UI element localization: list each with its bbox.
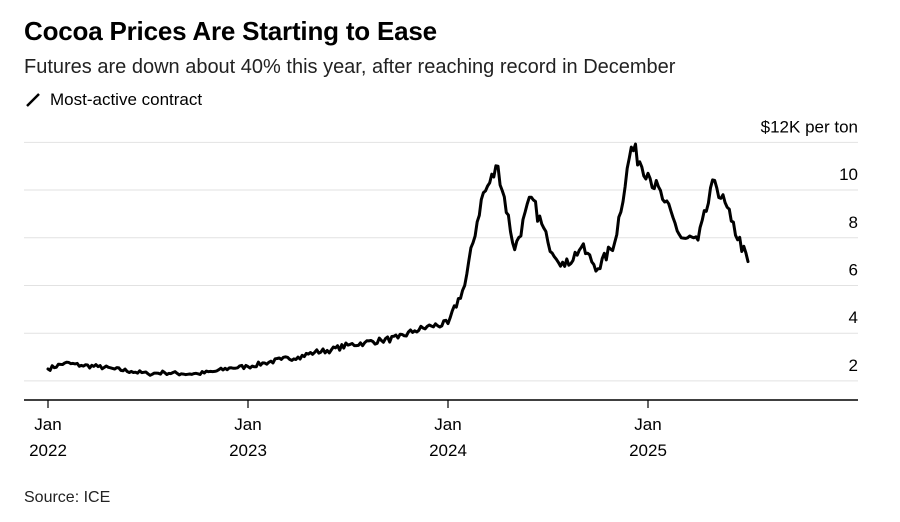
legend-label: Most-active contract <box>50 90 203 109</box>
legend-line-swatch <box>26 93 40 107</box>
x-tick-label-month: Jan <box>434 415 461 434</box>
x-tick-label-year: 2025 <box>629 441 667 460</box>
y-tick-label: 6 <box>849 260 858 279</box>
x-tick-label-year: 2023 <box>229 441 267 460</box>
x-tick-label-year: 2022 <box>29 441 67 460</box>
x-tick-label-month: Jan <box>234 415 261 434</box>
x-tick-label-year: 2024 <box>429 441 467 460</box>
legend: Most-active contract <box>24 90 202 110</box>
y-tick-label: 10 <box>839 165 858 184</box>
x-tick-label-month: Jan <box>634 415 661 434</box>
y-tick-label: 2 <box>849 356 858 375</box>
y-tick-label: 4 <box>849 308 858 327</box>
y-tick-label: 8 <box>849 213 858 232</box>
series-line <box>46 142 750 377</box>
chart-title: Cocoa Prices Are Starting to Ease <box>24 16 437 46</box>
chart-subtitle: Futures are down about 40% this year, af… <box>24 56 676 78</box>
source-note: Source: ICE <box>24 489 111 506</box>
x-tick-label-month: Jan <box>34 415 61 434</box>
y-tick-label: $12K per ton <box>761 117 858 136</box>
